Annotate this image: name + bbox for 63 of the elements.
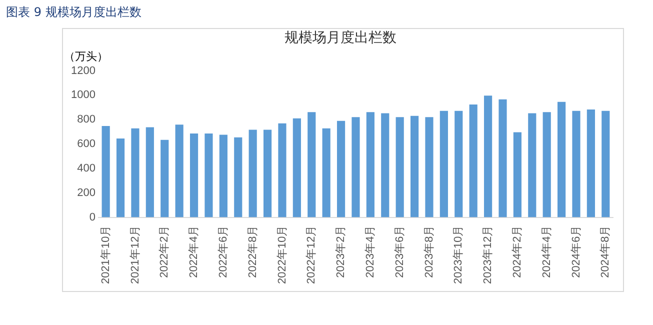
bar <box>410 116 419 218</box>
bar <box>160 140 169 218</box>
bar <box>204 134 213 218</box>
bar <box>484 96 492 218</box>
x-tick-label: 2022年10月 <box>276 225 288 284</box>
bar <box>322 128 330 218</box>
x-tick-label: 2022年8月 <box>246 225 259 278</box>
bar <box>263 130 272 218</box>
bar <box>542 112 551 218</box>
x-tick-label: 2023年6月 <box>394 225 406 278</box>
y-tick-label: 800 <box>77 114 96 126</box>
bar <box>102 126 110 218</box>
chart-title: 规模场月度出栏数 <box>284 30 396 46</box>
y-tick-label: 400 <box>77 162 96 174</box>
y-tick-label: 1200 <box>70 64 96 77</box>
bar <box>381 113 390 218</box>
bar <box>131 128 140 218</box>
bar <box>190 134 198 218</box>
bar <box>440 110 448 218</box>
bar <box>469 104 478 218</box>
bar <box>219 134 228 218</box>
bar <box>498 99 507 218</box>
x-tick-label: 2023年2月 <box>335 225 348 278</box>
x-tick-label: 2023年12月 <box>482 225 494 284</box>
y-tick-label: 1000 <box>70 89 96 102</box>
x-tick-label: 2022年6月 <box>217 225 230 278</box>
x-tick-label: 2024年8月 <box>600 225 612 278</box>
bar <box>248 130 257 218</box>
bar <box>352 117 360 218</box>
x-tick-label: 2023年10月 <box>452 225 465 284</box>
x-tick-label: 2022年2月 <box>158 225 171 278</box>
bar <box>292 118 301 218</box>
x-tick-label: 2023年8月 <box>423 225 436 278</box>
x-tick-label: 2022年4月 <box>188 225 200 278</box>
bar <box>116 138 125 218</box>
bar <box>572 110 580 218</box>
text: 图表 9 规模场月度出栏数 <box>6 4 142 21</box>
bar <box>308 112 316 218</box>
x-tick-label: 2021年12月 <box>129 225 142 284</box>
bar <box>558 102 566 218</box>
y-tick-label: 200 <box>77 186 96 199</box>
bar <box>528 113 536 218</box>
bar <box>396 117 404 218</box>
x-tick-label: 2024年2月 <box>511 225 524 278</box>
x-tick-label: 2022年12月 <box>306 225 318 284</box>
bar <box>278 123 286 218</box>
bar <box>586 110 595 218</box>
bar <box>454 110 463 218</box>
bar <box>175 124 184 218</box>
x-tick-label: 2021年10月 <box>100 225 112 284</box>
y-axis-title: （万头） <box>64 50 108 64</box>
bar <box>602 110 610 218</box>
y-tick-label: 600 <box>77 138 96 150</box>
bar <box>425 117 434 218</box>
bar <box>513 132 522 218</box>
y-tick-label: 0 <box>89 211 96 224</box>
x-tick-label: 2023年4月 <box>364 225 376 278</box>
x-tick-label: 2024年4月 <box>540 225 553 278</box>
bar <box>234 137 242 218</box>
x-tick-label: 2024年6月 <box>570 225 582 278</box>
bar <box>146 127 154 218</box>
bar <box>336 120 346 218</box>
bar <box>366 112 374 218</box>
